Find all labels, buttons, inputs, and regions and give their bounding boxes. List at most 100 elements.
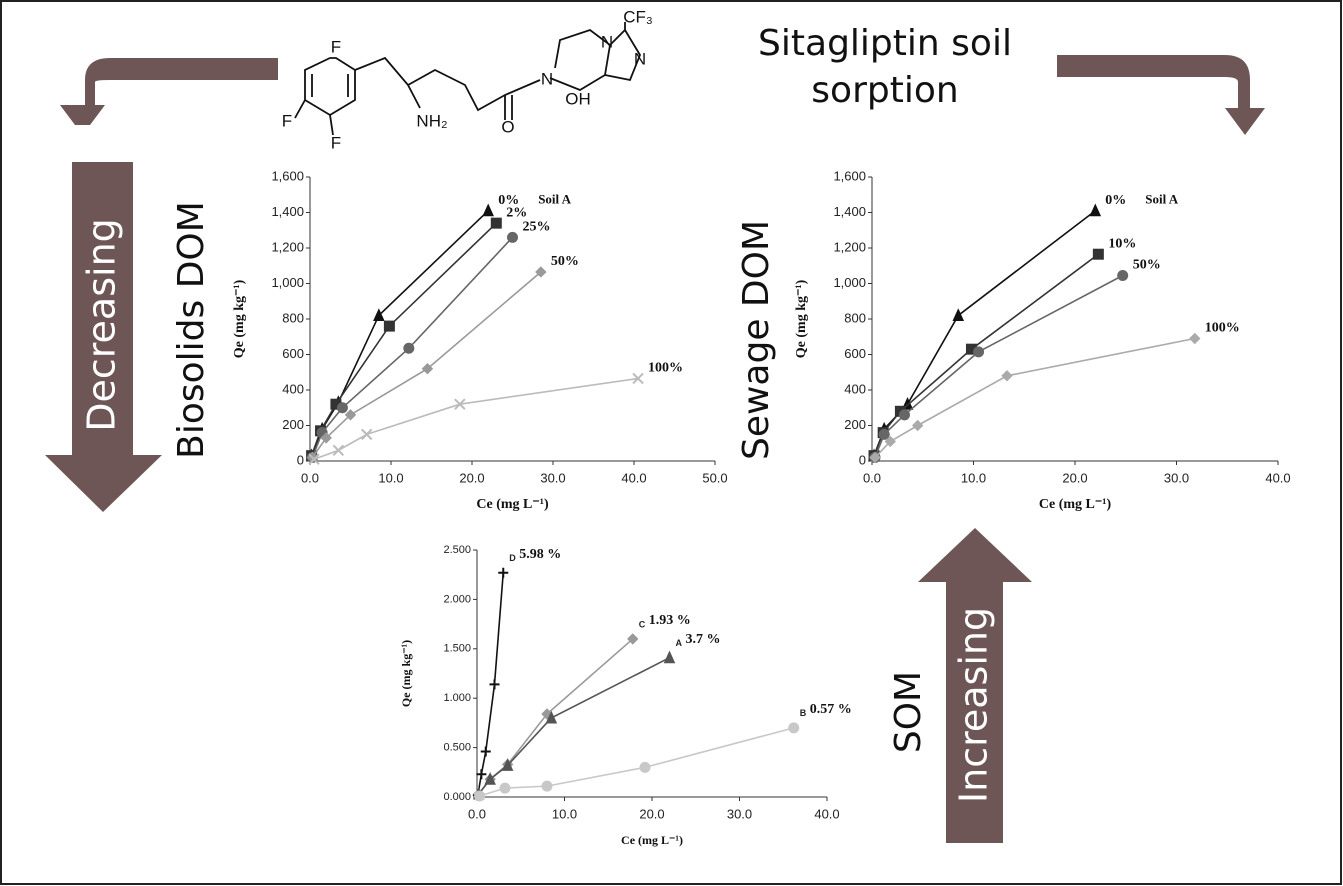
down-arrow bbox=[45, 162, 162, 512]
y-tick-label: 0 bbox=[297, 452, 304, 467]
y-axis-label: Qe (mg kg⁻¹) bbox=[399, 640, 413, 707]
series-tag: A bbox=[676, 638, 683, 648]
y-tick-label: 200 bbox=[282, 417, 304, 432]
point bbox=[403, 342, 415, 354]
y-tick-label: 1,200 bbox=[833, 239, 866, 254]
y-tick-label: 400 bbox=[282, 381, 304, 396]
point bbox=[383, 320, 395, 332]
atom-label: F bbox=[282, 111, 292, 130]
point bbox=[541, 780, 553, 792]
point bbox=[898, 409, 910, 421]
y-tick-label: 1.000 bbox=[443, 692, 471, 704]
curved-arrow bbox=[1057, 55, 1265, 135]
series-label: 0% bbox=[498, 193, 519, 208]
point bbox=[490, 217, 502, 229]
point bbox=[663, 650, 676, 664]
series-tag: D bbox=[509, 553, 516, 563]
y-tick-label: 400 bbox=[844, 381, 866, 396]
y-tick-label: 1,200 bbox=[271, 239, 304, 254]
series-label: 50% bbox=[1133, 258, 1161, 273]
series-label: 100% bbox=[1205, 321, 1240, 336]
series-tag: B bbox=[800, 708, 807, 718]
point bbox=[545, 710, 558, 724]
x-tick-label: 0.0 bbox=[301, 470, 319, 485]
x-tick-label: 20.0 bbox=[639, 806, 664, 821]
point bbox=[499, 782, 511, 794]
annotation: Soil A bbox=[538, 192, 571, 207]
atom-label: F bbox=[331, 133, 341, 152]
atom-label: N bbox=[634, 49, 646, 68]
x-tick-label: 40.0 bbox=[621, 470, 646, 485]
y-tick-label: 2.500 bbox=[443, 544, 471, 556]
point bbox=[489, 679, 500, 690]
atom-label: NH₂ bbox=[416, 111, 447, 130]
point bbox=[320, 432, 332, 444]
point bbox=[639, 761, 651, 773]
atom-label: N bbox=[541, 69, 553, 88]
atom-label: N bbox=[601, 32, 613, 51]
atom-label: CF₃ bbox=[623, 7, 653, 26]
up-arrow bbox=[918, 528, 1032, 843]
point bbox=[484, 772, 496, 785]
x-tick-label: 0.0 bbox=[468, 806, 486, 821]
side-label: Biosolids DOM bbox=[171, 201, 212, 459]
arrow-label: Increasing bbox=[952, 607, 996, 803]
y-tick-label: 600 bbox=[844, 346, 866, 361]
series-label: 100% bbox=[648, 361, 683, 376]
y-tick-label: 1,600 bbox=[271, 168, 304, 183]
point bbox=[336, 402, 348, 414]
x-tick-label: 30.0 bbox=[727, 806, 752, 821]
point bbox=[627, 633, 639, 645]
point bbox=[480, 746, 491, 757]
arrow-label: Decreasing bbox=[80, 218, 124, 432]
y-tick-label: 1,400 bbox=[271, 204, 304, 219]
point bbox=[498, 567, 509, 578]
x-tick-label: 30.0 bbox=[1164, 470, 1189, 485]
y-tick-label: 1,000 bbox=[271, 275, 304, 290]
title-line: sorption bbox=[811, 70, 958, 111]
point bbox=[454, 398, 466, 410]
point bbox=[344, 409, 357, 421]
point bbox=[869, 451, 881, 464]
y-tick-label: 200 bbox=[844, 417, 866, 432]
y-tick-label: 1.500 bbox=[443, 643, 471, 655]
point bbox=[360, 428, 373, 441]
x-tick-label: 10.0 bbox=[552, 806, 577, 821]
point bbox=[911, 419, 924, 432]
point bbox=[501, 758, 514, 771]
y-tick-label: 1,400 bbox=[833, 204, 866, 219]
point bbox=[878, 428, 890, 440]
curved-arrow bbox=[60, 58, 278, 125]
x-tick-label: 40.0 bbox=[1265, 470, 1290, 485]
x-tick-label: 0.0 bbox=[863, 470, 881, 485]
point bbox=[308, 453, 320, 465]
series-label: 25% bbox=[523, 220, 551, 235]
point bbox=[952, 308, 965, 321]
y-tick-label: 0 bbox=[859, 452, 866, 467]
y-tick-label: 0.000 bbox=[443, 791, 471, 803]
series-label: 50% bbox=[551, 254, 579, 269]
series-label: 2% bbox=[506, 205, 527, 220]
series-label: 1.93 % bbox=[649, 613, 691, 628]
series-label: 0.57 % bbox=[810, 702, 852, 717]
x-tick-label: 40.0 bbox=[814, 806, 839, 821]
series-tag: C bbox=[639, 619, 646, 629]
title-line: Sitagliptin soil bbox=[758, 23, 1012, 64]
point bbox=[421, 362, 434, 375]
point bbox=[884, 435, 896, 448]
point bbox=[373, 308, 385, 321]
x-tick-label: 10.0 bbox=[378, 470, 403, 485]
y-tick-label: 600 bbox=[282, 346, 304, 361]
x-tick-label: 50.0 bbox=[702, 470, 727, 485]
y-axis-label: Qe (mg kg⁻¹) bbox=[794, 279, 809, 358]
side-label: SOM bbox=[888, 671, 929, 753]
annotation: Soil A bbox=[1145, 192, 1178, 207]
point bbox=[332, 444, 345, 457]
series-label: 0% bbox=[1105, 193, 1126, 208]
point bbox=[476, 769, 487, 780]
atom-label: F bbox=[331, 37, 341, 56]
point bbox=[1117, 270, 1129, 282]
x-tick-label: 20.0 bbox=[459, 470, 484, 485]
point bbox=[1189, 332, 1201, 345]
